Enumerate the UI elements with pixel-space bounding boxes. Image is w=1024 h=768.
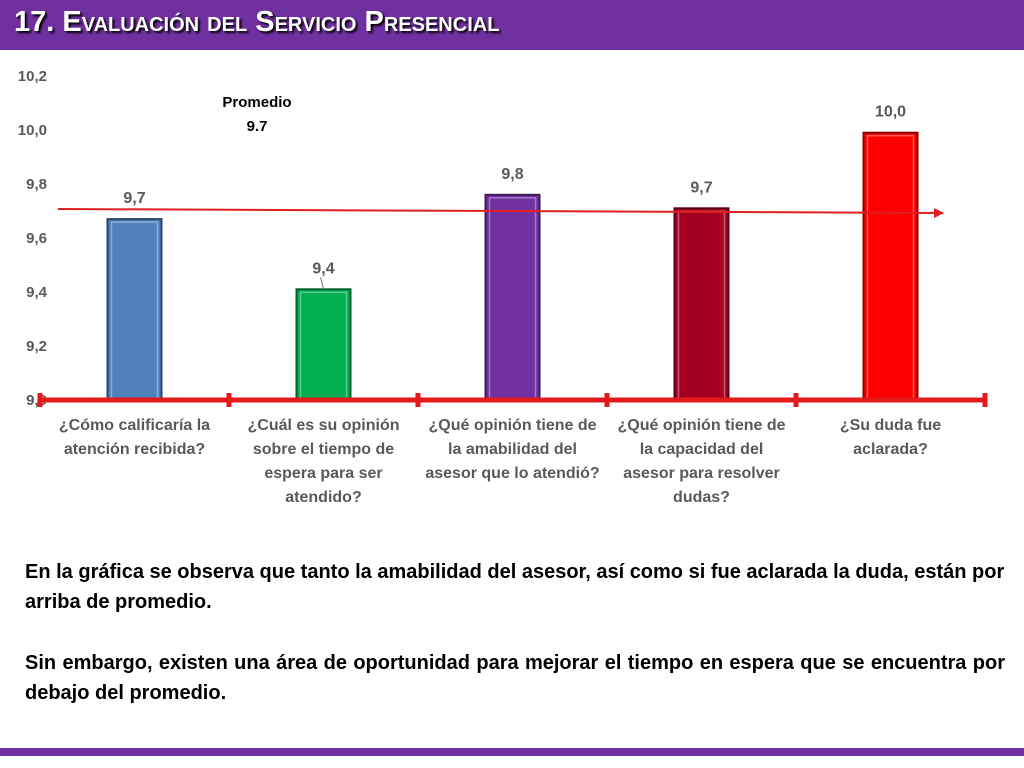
average-value: 9.7 — [247, 118, 268, 135]
data-label: 9,8 — [501, 166, 523, 183]
data-label: 9,7 — [123, 190, 145, 207]
x-category-label: ¿Su duda fue aclarada? — [839, 417, 942, 458]
bar — [673, 207, 730, 401]
y-tick-label: 9,2 — [26, 338, 47, 355]
x-category-label: ¿Qué opinión tiene de la amabilidad del … — [425, 417, 600, 482]
y-tick-label: 10,0 — [18, 122, 47, 139]
paragraph-below-average: Sin embargo, existen una área de oportun… — [25, 652, 1005, 704]
bar — [106, 218, 163, 401]
bar — [862, 131, 919, 401]
bars: 9,7 9,4 9,8 9,7 10,0 — [106, 104, 919, 401]
paragraph-above-average: En la gráfica se observa que tanto la am… — [25, 561, 1005, 613]
y-tick-label: 9,6 — [26, 230, 47, 247]
data-label: 9,7 — [690, 179, 712, 196]
y-tick-label: 9,4 — [26, 284, 48, 301]
slide-title: 17. Evaluación del Servicio Presencial — [14, 6, 500, 38]
average-line-group: Promedio 9.7 — [57, 94, 944, 218]
y-axis: 9,09,29,49,69,810,010,2 — [18, 68, 48, 409]
x-category-label: ¿Cuál es su opinión sobre el tiempo de e… — [247, 417, 400, 506]
x-category-label: ¿Qué opinión tiene de la capacidad del a… — [617, 417, 786, 506]
bar — [484, 193, 541, 401]
data-label: 9,4 — [312, 260, 334, 277]
x-axis — [37, 393, 988, 407]
average-line — [57, 207, 944, 218]
bar-chart: 9,09,29,49,69,810,010,2 9,79,49,89,710,0… — [18, 68, 988, 409]
y-tick-label: 10,2 — [18, 68, 47, 85]
y-tick-label: 9,8 — [26, 176, 47, 193]
average-title: Promedio — [222, 94, 291, 111]
label-leader-line — [320, 277, 324, 290]
footer-bar — [0, 748, 1024, 756]
title-bar: 17. Evaluación del Servicio Presencial — [0, 0, 1024, 50]
data-label: 10,0 — [875, 104, 906, 121]
bar — [295, 288, 352, 401]
x-category-label: ¿Cómo calificaría la atención recibida? — [58, 417, 211, 458]
